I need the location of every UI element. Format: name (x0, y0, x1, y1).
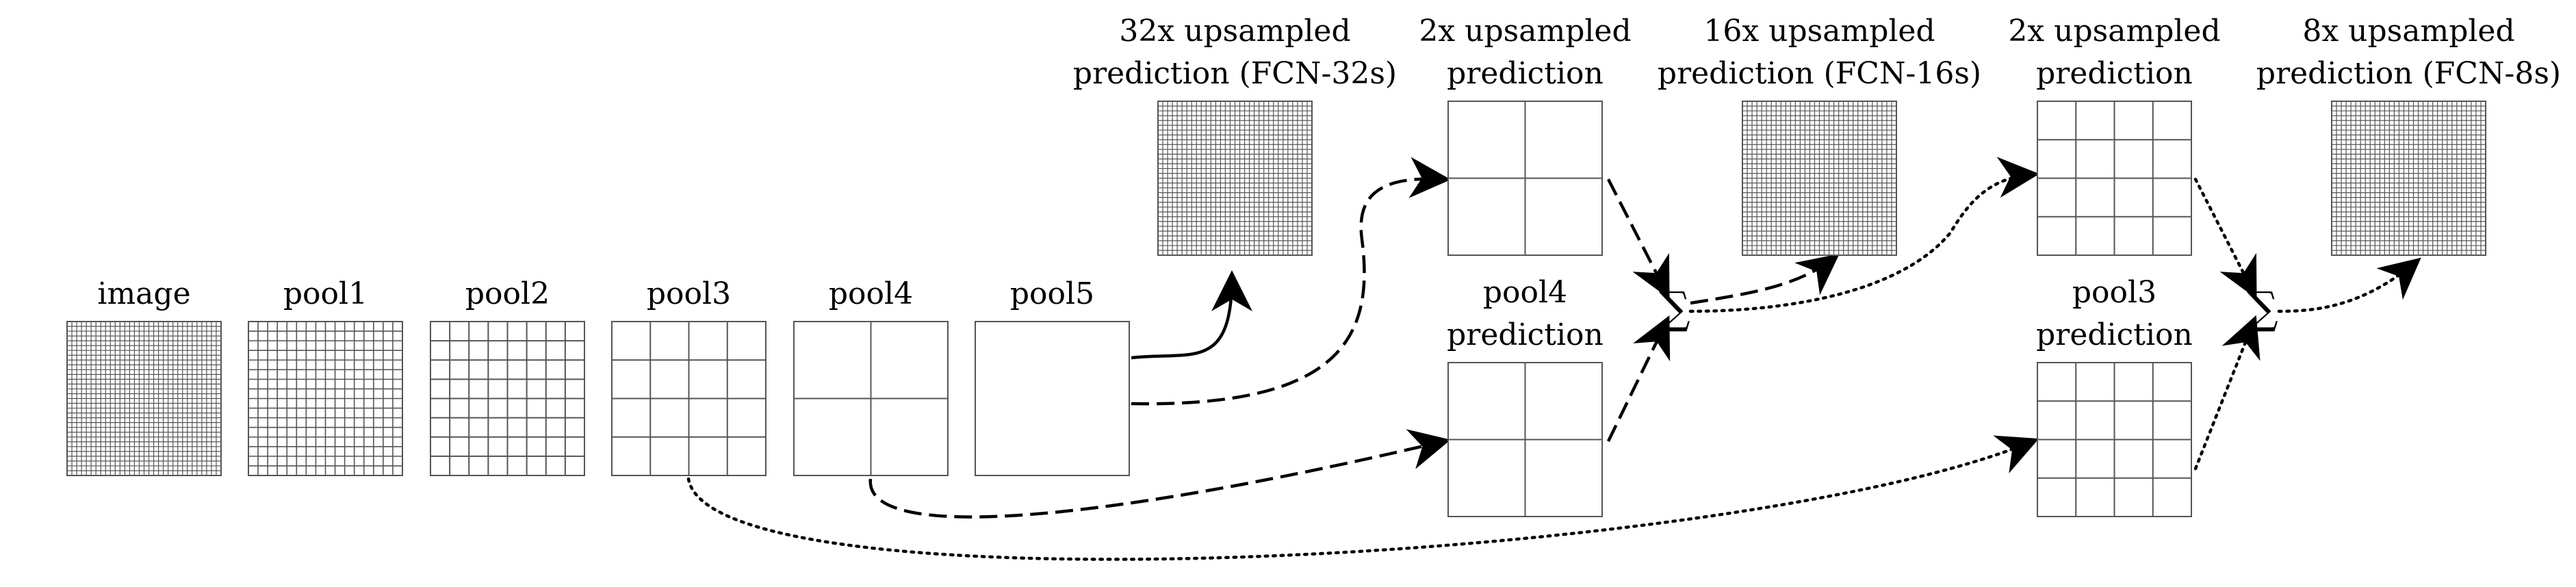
feature-map-grid (67, 322, 221, 475)
label-fcn16-line2: prediction (FCN-16s) (1658, 56, 1981, 91)
label-pool5-line1: pool5 (1010, 276, 1094, 311)
feature-map-grid (1448, 101, 1602, 255)
arrow-up2a-to-sum1 (1606, 178, 1670, 299)
node-fcn16: 16x upsampled prediction (FCN-16s) (1658, 14, 1981, 256)
arrow-up2b-to-sum2 (2193, 177, 2257, 299)
arrow-pool5-to-fcn32 (1131, 270, 1252, 360)
arrow-sum1-to-up2b (1688, 157, 2039, 313)
node-fcn8: 8x upsampled prediction (FCN-8s) (2256, 14, 2561, 256)
arrow-pool4pred-to-sum1 (1606, 315, 1671, 442)
sum-node-1: ∑ (1659, 283, 1690, 334)
feature-map-grid (1742, 101, 1896, 255)
feature-map-grid (1158, 101, 1312, 255)
arrow-sum2-to-fcn8 (2277, 257, 2421, 313)
label-fcn32-line1: 32x upsampled (1119, 14, 1350, 49)
feature-map-grid (2037, 363, 2191, 517)
node-pool4: pool4 (793, 276, 949, 476)
arrow-pool3pred-to-sum2 (2193, 315, 2261, 471)
node-pool5: pool5 (975, 276, 1130, 476)
sum-symbol-1: ∑ (1659, 283, 1690, 334)
node-image: image (66, 276, 222, 476)
label-pool3pred-line1: pool3 (2072, 275, 2156, 310)
label-fcn8-line1: 8x upsampled (2302, 14, 2514, 49)
label-pool4-line1: pool4 (829, 276, 913, 311)
node-up2b: 2x upsampled prediction (2008, 14, 2221, 256)
node-pool4pred: pool4 prediction (1447, 275, 1603, 517)
node-pool2: pool2 (430, 276, 585, 476)
label-pool1-line1: pool1 (283, 276, 368, 311)
label-up2a-line1: 2x upsampled (1419, 14, 1631, 49)
feature-map-grid (2037, 101, 2191, 255)
node-pool3: pool3 (611, 276, 767, 476)
boxes: image pool1 pool2 pool3 pool4 pool5 32x upsamp… (66, 14, 2561, 517)
label-pool4pred-line2: prediction (1447, 317, 1603, 352)
node-pool3pred: pool3 prediction (2036, 275, 2193, 517)
feature-map-grid (794, 322, 948, 475)
label-fcn16-line1: 16x upsampled (1703, 14, 1935, 49)
label-pool3-line1: pool3 (647, 276, 731, 311)
label-pool2-line1: pool2 (465, 276, 550, 311)
label-up2b-line1: 2x upsampled (2008, 14, 2220, 49)
node-pool1: pool1 (248, 276, 403, 476)
arrow-sum1-to-fcn16 (1690, 253, 1840, 305)
label-up2a-line2: prediction (1447, 56, 1603, 91)
feature-map-grid (248, 322, 402, 475)
label-fcn32-line2: prediction (FCN-32s) (1073, 56, 1397, 91)
feature-map-grid (430, 322, 584, 475)
feature-map-grid (2332, 101, 2486, 255)
arrow-pool4-to-pool4pred (868, 429, 1451, 519)
node-fcn32: 32x upsampled prediction (FCN-32s) (1073, 14, 1397, 256)
label-pool3pred-line2: prediction (2036, 317, 2193, 352)
arrow-pool3-to-pool3pred (686, 435, 2039, 561)
feature-map-grid (612, 322, 766, 475)
label-fcn8-line2: prediction (FCN-8s) (2256, 56, 2561, 91)
sum-node-2: ∑ (2247, 283, 2278, 334)
feature-map-box (975, 321, 1130, 476)
node-up2a: 2x upsampled prediction (1419, 14, 1632, 256)
label-pool4pred-line1: pool4 (1483, 275, 1567, 310)
label-up2b-line2: prediction (2036, 56, 2193, 91)
arrow-pool5-to-up2a (1131, 157, 1451, 406)
label-image-line1: image (97, 276, 190, 311)
feature-map-grid (1448, 363, 1602, 517)
connections (686, 157, 2421, 561)
sum-symbol-2: ∑ (2247, 283, 2278, 334)
